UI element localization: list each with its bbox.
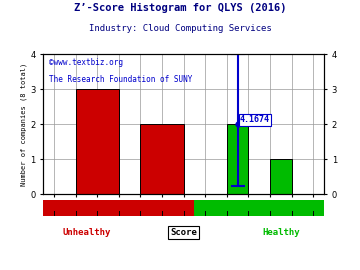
Bar: [140, 124, 184, 194]
Text: Healthy: Healthy: [262, 228, 300, 237]
Bar: [76, 89, 119, 194]
Text: Industry: Cloud Computing Services: Industry: Cloud Computing Services: [89, 24, 271, 33]
Text: Score: Score: [170, 228, 197, 237]
Bar: [270, 159, 292, 194]
Bar: [194, 200, 324, 216]
Text: ©www.textbiz.org: ©www.textbiz.org: [49, 58, 123, 67]
Text: 4.1674: 4.1674: [240, 116, 270, 124]
Y-axis label: Number of companies (8 total): Number of companies (8 total): [21, 63, 27, 186]
Bar: [227, 124, 248, 194]
Text: Z’-Score Histogram for QLYS (2016): Z’-Score Histogram for QLYS (2016): [74, 3, 286, 13]
Bar: [43, 200, 194, 216]
Text: Unhealthy: Unhealthy: [62, 228, 111, 237]
Text: The Research Foundation of SUNY: The Research Foundation of SUNY: [49, 75, 192, 84]
